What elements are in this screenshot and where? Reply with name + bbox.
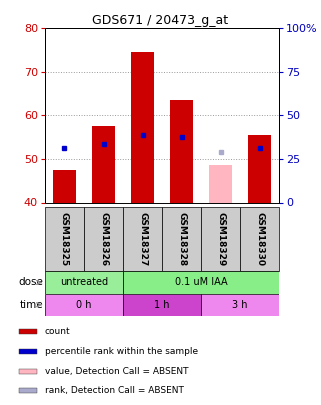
Bar [45, 271, 123, 294]
Text: 3 h: 3 h [232, 300, 248, 310]
Text: value, Detection Call = ABSENT: value, Detection Call = ABSENT [45, 367, 188, 376]
Text: count: count [45, 327, 71, 337]
Bar [162, 207, 201, 271]
Bar [19, 349, 37, 354]
Bar [19, 369, 37, 373]
Text: GSM18329: GSM18329 [216, 212, 225, 266]
Bar [123, 294, 201, 316]
Text: GDS671 / 20473_g_at: GDS671 / 20473_g_at [92, 14, 229, 27]
Text: percentile rank within the sample: percentile rank within the sample [45, 347, 198, 356]
Text: GSM18330: GSM18330 [255, 212, 264, 266]
Bar [240, 207, 279, 271]
Text: dose: dose [19, 277, 44, 288]
Bar [84, 207, 123, 271]
Bar [123, 207, 162, 271]
Bar [19, 330, 37, 335]
Text: rank, Detection Call = ABSENT: rank, Detection Call = ABSENT [45, 386, 184, 395]
Bar [53, 170, 76, 202]
Bar [45, 207, 84, 271]
Bar [123, 271, 279, 294]
Text: GSM18325: GSM18325 [60, 212, 69, 266]
Text: GSM18327: GSM18327 [138, 212, 147, 266]
Text: untreated: untreated [60, 277, 108, 288]
Text: 0 h: 0 h [76, 300, 92, 310]
Text: GSM18326: GSM18326 [99, 212, 108, 266]
Text: 0.1 uM IAA: 0.1 uM IAA [175, 277, 228, 288]
Bar [45, 294, 123, 316]
Bar [19, 388, 37, 393]
Bar [209, 166, 232, 202]
Bar [131, 52, 154, 202]
Text: time: time [20, 300, 43, 310]
Bar [170, 100, 193, 202]
Bar [201, 207, 240, 271]
Bar [201, 294, 279, 316]
Text: 1 h: 1 h [154, 300, 170, 310]
Bar [248, 135, 272, 202]
Text: GSM18328: GSM18328 [177, 212, 186, 266]
Bar [92, 126, 115, 202]
